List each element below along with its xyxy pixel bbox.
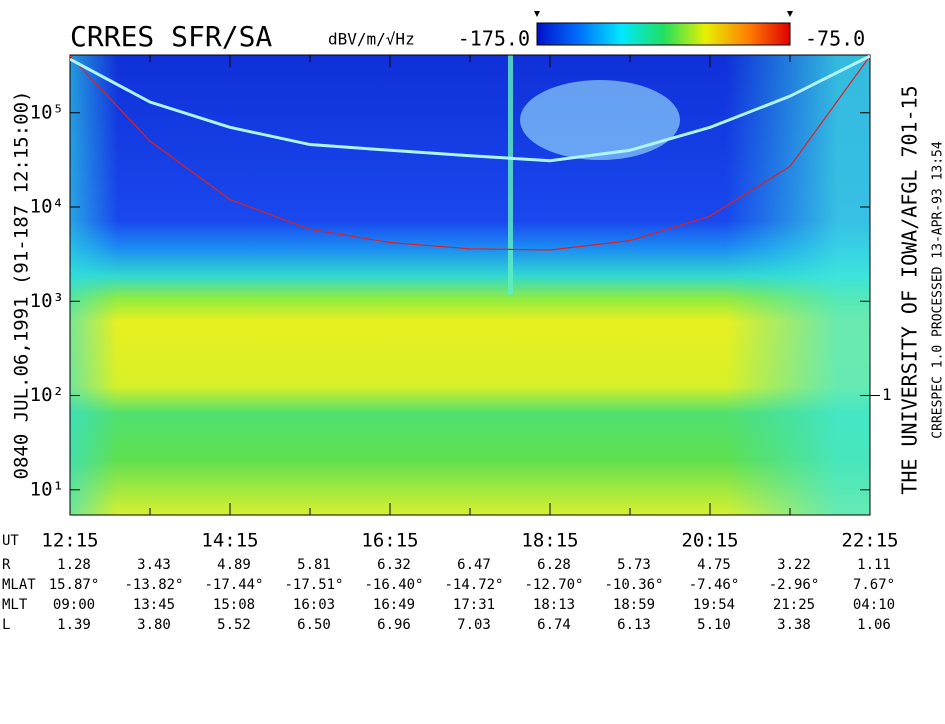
ephemeris-value: 3.38 bbox=[777, 617, 811, 633]
colorbar-marker bbox=[534, 11, 540, 17]
ephemeris-value: 1.06 bbox=[857, 617, 891, 633]
ephemeris-value: 6.47 bbox=[457, 557, 491, 573]
ephemeris-value: 3.43 bbox=[137, 557, 171, 573]
ephemeris-label: MLT bbox=[2, 597, 28, 613]
colorbar-marker bbox=[787, 11, 793, 17]
ephemeris-value: 6.96 bbox=[377, 617, 411, 633]
ephemeris-value: -10.36° bbox=[604, 577, 663, 593]
ephemeris-value: 1.39 bbox=[57, 617, 91, 633]
colorbar-units: dBV/m/√Hz bbox=[328, 30, 415, 49]
colorbar bbox=[537, 23, 790, 45]
ephemeris-value: 1.28 bbox=[57, 557, 91, 573]
x-tick-label: 12:15 bbox=[41, 530, 98, 552]
colorbar-max: -75.0 bbox=[805, 27, 865, 51]
ephemeris-value: 6.32 bbox=[377, 557, 411, 573]
y-tick-label: 10⁵ bbox=[30, 101, 64, 123]
ephemeris-label: UT bbox=[2, 533, 19, 549]
x-tick-label: 14:15 bbox=[201, 530, 258, 552]
ephemeris-value: -13.82° bbox=[124, 577, 183, 593]
chart-title: CRRES SFR/SA bbox=[70, 20, 272, 53]
ephemeris-value: 04:10 bbox=[853, 597, 895, 613]
ephemeris-label: L bbox=[2, 617, 10, 633]
ephemeris-value: 21:25 bbox=[773, 597, 815, 613]
ephemeris-value: 5.73 bbox=[617, 557, 651, 573]
spectrogram bbox=[70, 55, 870, 515]
ephemeris-value: 09:00 bbox=[53, 597, 95, 613]
ephemeris-value: 4.89 bbox=[217, 557, 251, 573]
ephemeris-value: 7.67° bbox=[853, 577, 895, 593]
ephemeris-value: 15.87° bbox=[49, 577, 100, 593]
ephemeris-value: -12.70° bbox=[524, 577, 583, 593]
ephemeris-value: 17:31 bbox=[453, 597, 495, 613]
ephemeris-value: -7.46° bbox=[689, 577, 740, 593]
ephemeris-value: 18:59 bbox=[613, 597, 655, 613]
right-label-2: CRRESPEC 1.0 PROCESSED 13-APR-93 13:54 bbox=[931, 141, 945, 439]
x-tick-label: 16:15 bbox=[361, 530, 418, 552]
ephemeris-value: 5.81 bbox=[297, 557, 331, 573]
ephemeris-value: -14.72° bbox=[444, 577, 503, 593]
ephemeris-value: -16.40° bbox=[364, 577, 423, 593]
ephemeris-value: 3.22 bbox=[777, 557, 811, 573]
ephemeris-value: 5.10 bbox=[697, 617, 731, 633]
ephemeris-value: 6.74 bbox=[537, 617, 571, 633]
ephemeris-label: R bbox=[2, 557, 11, 573]
ephemeris-label: MLAT bbox=[2, 577, 36, 593]
ephemeris-value: -2.96° bbox=[769, 577, 820, 593]
ephemeris-value: 6.50 bbox=[297, 617, 331, 633]
ephemeris-value: 18:13 bbox=[533, 597, 575, 613]
right-label: THE UNIVERSITY OF IOWA/AFGL 701-15 bbox=[898, 85, 922, 494]
ephemeris-value: 4.75 bbox=[697, 557, 731, 573]
ephemeris-value: 7.03 bbox=[457, 617, 491, 633]
ephemeris-value: -17.44° bbox=[204, 577, 263, 593]
ephemeris-value: 1.11 bbox=[857, 557, 891, 573]
colorbar-min: -175.0 bbox=[458, 27, 530, 51]
ephemeris-value: 5.52 bbox=[217, 617, 251, 633]
y2-tick-label: 1 bbox=[882, 385, 892, 404]
ephemeris-value: 15:08 bbox=[213, 597, 255, 613]
ephemeris-value: 19:54 bbox=[693, 597, 735, 613]
ephemeris-value: 6.28 bbox=[537, 557, 571, 573]
ephemeris-value: 16:49 bbox=[373, 597, 415, 613]
x-tick-label: 18:15 bbox=[521, 530, 578, 552]
y-tick-label: 10⁴ bbox=[30, 196, 64, 218]
ephemeris-value: 6.13 bbox=[617, 617, 651, 633]
x-tick-label: 20:15 bbox=[681, 530, 738, 552]
ephemeris-value: 16:03 bbox=[293, 597, 335, 613]
y-tick-label: 10² bbox=[30, 384, 64, 406]
y-tick-label: 10¹ bbox=[30, 478, 64, 500]
x-tick-label: 22:15 bbox=[841, 530, 898, 552]
left-label: 0840 JUL.06,1991 (91-187 12:15:00) bbox=[11, 91, 33, 480]
ephemeris-value: 3.80 bbox=[137, 617, 171, 633]
ephemeris-value: -17.51° bbox=[284, 577, 343, 593]
y-tick-label: 10³ bbox=[30, 290, 64, 312]
ephemeris-value: 13:45 bbox=[133, 597, 175, 613]
